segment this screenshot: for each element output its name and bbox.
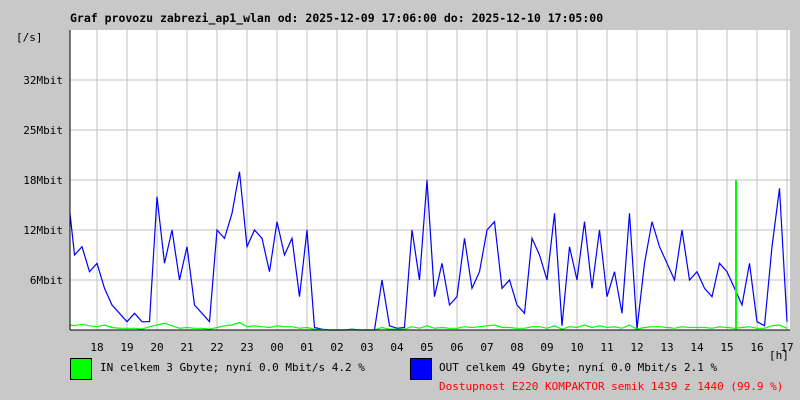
x-tick-label: 12	[630, 341, 643, 354]
x-tick-label: 05	[420, 341, 433, 354]
x-tick-label: 07	[480, 341, 493, 354]
x-axis-unit-label: [h]	[769, 349, 789, 362]
x-tick-label: 02	[330, 341, 343, 354]
x-tick-label: 00	[270, 341, 283, 354]
legend-out-text: OUT celkem 49 Gbyte; nyní 0.0 Mbit/s 2.1…	[439, 361, 718, 374]
x-tick-label: 15	[720, 341, 733, 354]
availability-status: Dostupnost E220 KOMPAKTOR semik 1439 z 1…	[439, 380, 784, 393]
x-tick-label: 17	[780, 341, 793, 354]
y-tick-label: 12Mbit	[23, 224, 63, 237]
x-tick-label: 19	[120, 341, 133, 354]
legend-out-swatch	[410, 358, 432, 380]
x-tick-label: 13	[660, 341, 673, 354]
x-tick-label: 16	[750, 341, 763, 354]
x-tick-label: 14	[690, 341, 704, 354]
legend-in-text: IN celkem 3 Gbyte; nyní 0.0 Mbit/s 4.2 %	[100, 361, 365, 374]
x-tick-label: 04	[390, 341, 404, 354]
y-tick-labels: 6Mbit 12Mbit 18Mbit 25Mbit 32Mbit	[23, 74, 63, 287]
series-line-out	[69, 171, 788, 331]
x-tick-label: 09	[540, 341, 553, 354]
x-tick-label: 10	[570, 341, 583, 354]
legend-in-swatch	[70, 358, 92, 380]
x-tick-label: 20	[150, 341, 163, 354]
x-tick-label: 21	[180, 341, 193, 354]
x-tick-label: 11	[600, 341, 613, 354]
x-tick-label: 01	[300, 341, 313, 354]
y-tick-label: 6Mbit	[30, 274, 63, 287]
x-tick-label: 22	[210, 341, 223, 354]
y-axis-unit-label: [/s]	[16, 31, 43, 44]
x-tick-label: 06	[450, 341, 463, 354]
x-tick-label: 18	[90, 341, 103, 354]
x-tick-label: 08	[510, 341, 523, 354]
x-tick-label: 23	[240, 341, 253, 354]
x-tick-labels: 18 19 20 21 22 23 00 01 02 03 04 05 06 07 08 09 10 11 12 13…	[90, 341, 793, 354]
y-tick-label: 18Mbit	[23, 174, 63, 187]
chart-title: Graf provozu zabrezi_ap1_wlan od: 2025-1…	[70, 11, 604, 25]
series-line-in	[69, 321, 788, 331]
y-tick-label: 32Mbit	[23, 74, 63, 87]
x-tick-label: 03	[360, 341, 373, 354]
y-tick-label: 25Mbit	[23, 124, 63, 137]
data-series	[69, 171, 788, 331]
